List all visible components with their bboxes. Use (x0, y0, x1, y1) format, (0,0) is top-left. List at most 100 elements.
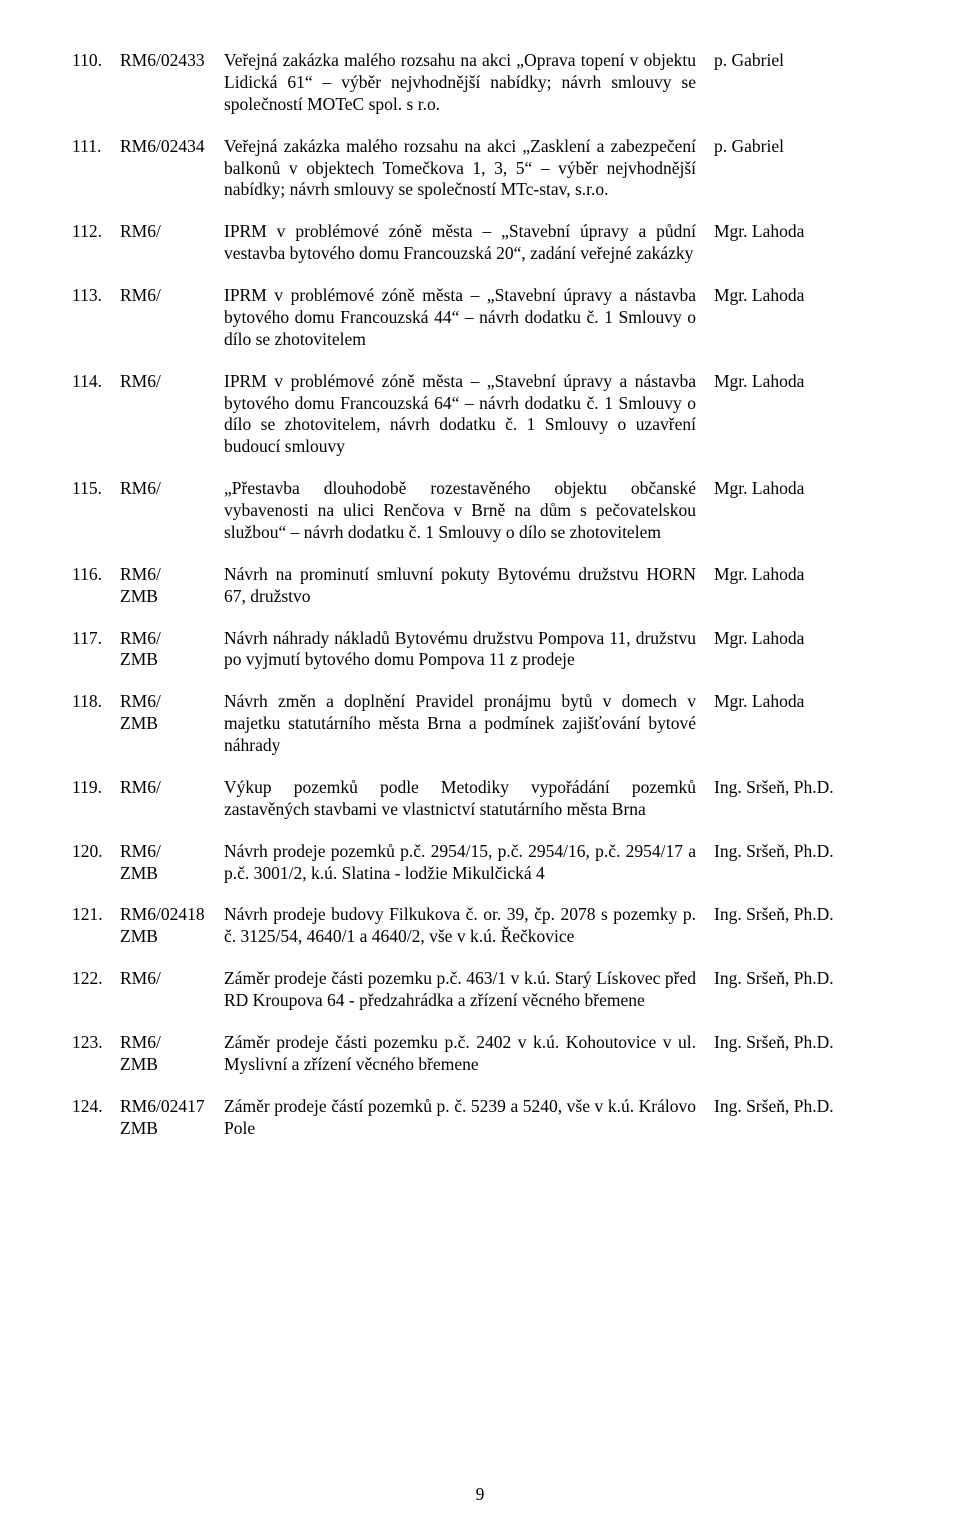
row-owner: Ing. Sršeň, Ph.D. (714, 1096, 888, 1118)
row-reference: RM6/02418ZMB (120, 904, 224, 948)
row-description: Návrh prodeje pozemků p.č. 2954/15, p.č.… (224, 841, 714, 885)
zmb-label: ZMB (120, 863, 224, 885)
row-description: Záměr prodeje části pozemku p.č. 2402 v … (224, 1032, 714, 1076)
row-reference: RM6/02417ZMB (120, 1096, 224, 1140)
row-number: 114. (72, 371, 120, 393)
row-owner: Mgr. Lahoda (714, 371, 888, 393)
table-row: 117.RM6/ZMBNávrh náhrady nákladů Bytovém… (72, 628, 888, 672)
row-owner: Ing. Sršeň, Ph.D. (714, 904, 888, 926)
zmb-label: ZMB (120, 926, 224, 948)
reference-code: RM6/ (120, 968, 224, 990)
row-description: IPRM v problémové zóně města – „Stavební… (224, 221, 714, 265)
row-reference: RM6/02433 (120, 50, 224, 72)
row-reference: RM6/ZMB (120, 691, 224, 735)
table-row: 113.RM6/IPRM v problémové zóně města – „… (72, 285, 888, 351)
row-owner: Ing. Sršeň, Ph.D. (714, 841, 888, 863)
table-row: 123.RM6/ZMBZáměr prodeje části pozemku p… (72, 1032, 888, 1076)
row-number: 110. (72, 50, 120, 72)
zmb-label: ZMB (120, 586, 224, 608)
row-owner: p. Gabriel (714, 136, 888, 158)
row-description: „Přestavba dlouhodobě rozestavěného obje… (224, 478, 714, 544)
reference-code: RM6/ (120, 628, 224, 650)
row-description: IPRM v problémové zóně města – „Stavební… (224, 371, 714, 459)
row-reference: RM6/ZMB (120, 564, 224, 608)
row-owner: Ing. Sršeň, Ph.D. (714, 777, 888, 799)
zmb-label: ZMB (120, 1054, 224, 1076)
row-description: Veřejná zakázka malého rozsahu na akci „… (224, 136, 714, 202)
row-description: Návrh prodeje budovy Filkukova č. or. 39… (224, 904, 714, 948)
reference-code: RM6/ (120, 221, 224, 243)
row-reference: RM6/ (120, 777, 224, 799)
row-number: 123. (72, 1032, 120, 1054)
row-number: 115. (72, 478, 120, 500)
row-reference: RM6/ZMB (120, 628, 224, 672)
reference-code: RM6/02418 (120, 904, 224, 926)
row-description: Návrh změn a doplnění Pravidel pronájmu … (224, 691, 714, 757)
zmb-label: ZMB (120, 649, 224, 671)
row-owner: Ing. Sršeň, Ph.D. (714, 1032, 888, 1054)
table-row: 111.RM6/02434Veřejná zakázka malého rozs… (72, 136, 888, 202)
row-owner: p. Gabriel (714, 50, 888, 72)
row-description: Záměr prodeje části pozemku p.č. 463/1 v… (224, 968, 714, 1012)
table-row: 119.RM6/Výkup pozemků podle Metodiky vyp… (72, 777, 888, 821)
table-row: 114.RM6/IPRM v problémové zóně města – „… (72, 371, 888, 459)
row-reference: RM6/ (120, 285, 224, 307)
row-reference: RM6/ (120, 221, 224, 243)
table-row: 121.RM6/02418ZMBNávrh prodeje budovy Fil… (72, 904, 888, 948)
reference-code: RM6/ (120, 777, 224, 799)
zmb-label: ZMB (120, 713, 224, 735)
reference-code: RM6/02417 (120, 1096, 224, 1118)
table-row: 116.RM6/ZMBNávrh na prominutí smluvní po… (72, 564, 888, 608)
row-description: Návrh na prominutí smluvní pokuty Bytové… (224, 564, 714, 608)
row-reference: RM6/ZMB (120, 841, 224, 885)
reference-code: RM6/ (120, 1032, 224, 1054)
row-number: 120. (72, 841, 120, 863)
table-row: 110.RM6/02433Veřejná zakázka malého rozs… (72, 50, 888, 116)
reference-code: RM6/ (120, 371, 224, 393)
table-row: 120.RM6/ZMBNávrh prodeje pozemků p.č. 29… (72, 841, 888, 885)
row-reference: RM6/ (120, 371, 224, 393)
reference-code: RM6/ (120, 691, 224, 713)
row-number: 112. (72, 221, 120, 243)
row-owner: Mgr. Lahoda (714, 478, 888, 500)
document-page: 110.RM6/02433Veřejná zakázka malého rozs… (0, 0, 960, 1530)
row-reference: RM6/ZMB (120, 1032, 224, 1076)
reference-code: RM6/02434 (120, 136, 224, 158)
reference-code: RM6/ (120, 564, 224, 586)
row-description: Veřejná zakázka malého rozsahu na akci „… (224, 50, 714, 116)
table-row: 112.RM6/IPRM v problémové zóně města – „… (72, 221, 888, 265)
rows-container: 110.RM6/02433Veřejná zakázka malého rozs… (72, 50, 888, 1139)
row-owner: Mgr. Lahoda (714, 564, 888, 586)
row-owner: Mgr. Lahoda (714, 691, 888, 713)
row-reference: RM6/ (120, 968, 224, 990)
row-owner: Mgr. Lahoda (714, 221, 888, 243)
row-number: 111. (72, 136, 120, 158)
row-reference: RM6/ (120, 478, 224, 500)
row-description: Výkup pozemků podle Metodiky vypořádání … (224, 777, 714, 821)
table-row: 122.RM6/Záměr prodeje části pozemku p.č.… (72, 968, 888, 1012)
row-number: 113. (72, 285, 120, 307)
row-number: 119. (72, 777, 120, 799)
row-number: 122. (72, 968, 120, 990)
row-number: 118. (72, 691, 120, 713)
reference-code: RM6/ (120, 478, 224, 500)
table-row: 115.RM6/„Přestavba dlouhodobě rozestavěn… (72, 478, 888, 544)
reference-code: RM6/02433 (120, 50, 224, 72)
row-number: 121. (72, 904, 120, 926)
table-row: 124.RM6/02417ZMBZáměr prodeje částí poze… (72, 1096, 888, 1140)
table-row: 118.RM6/ZMBNávrh změn a doplnění Pravide… (72, 691, 888, 757)
row-number: 116. (72, 564, 120, 586)
row-number: 117. (72, 628, 120, 650)
row-owner: Mgr. Lahoda (714, 285, 888, 307)
row-reference: RM6/02434 (120, 136, 224, 158)
row-description: Záměr prodeje částí pozemků p. č. 5239 a… (224, 1096, 714, 1140)
zmb-label: ZMB (120, 1118, 224, 1140)
reference-code: RM6/ (120, 841, 224, 863)
row-description: IPRM v problémové zóně města – „Stavební… (224, 285, 714, 351)
row-number: 124. (72, 1096, 120, 1118)
row-description: Návrh náhrady nákladů Bytovému družstvu … (224, 628, 714, 672)
row-owner: Ing. Sršeň, Ph.D. (714, 968, 888, 990)
row-owner: Mgr. Lahoda (714, 628, 888, 650)
page-number: 9 (0, 1484, 960, 1506)
reference-code: RM6/ (120, 285, 224, 307)
